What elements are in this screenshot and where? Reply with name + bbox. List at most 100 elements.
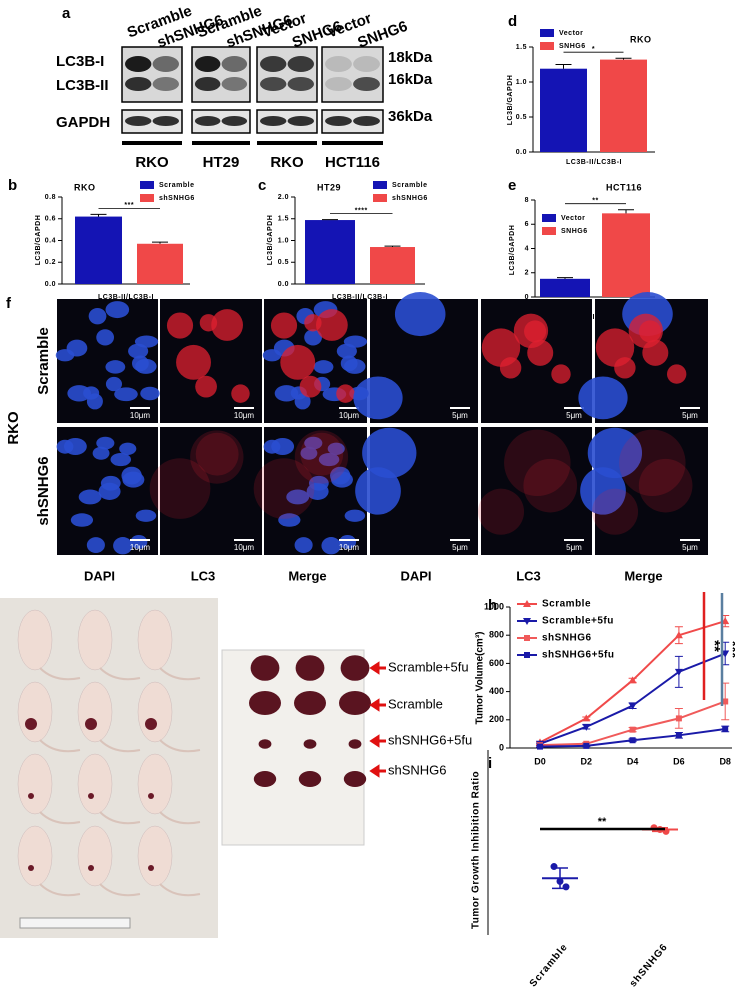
bar	[370, 247, 415, 284]
legend-swatch	[373, 194, 387, 202]
cell-line-label: RKO	[5, 411, 22, 445]
excised-tumor	[340, 655, 370, 681]
lc3-signal	[638, 458, 693, 513]
micrograph	[481, 427, 592, 555]
legend-label: shSNHG6	[159, 195, 195, 202]
x-tick-label: D2	[581, 756, 593, 766]
panel-letter: h	[488, 597, 497, 614]
nucleus	[353, 376, 403, 420]
lc3-signal	[504, 429, 571, 497]
marker	[583, 742, 590, 749]
blot-box	[321, 46, 384, 103]
excised-tumor	[258, 739, 272, 749]
lc3-signal	[190, 430, 244, 484]
lc3-signal	[195, 432, 239, 476]
mouse	[17, 825, 53, 887]
band	[152, 77, 179, 91]
cell-line-label: HCT116	[325, 154, 380, 171]
band	[221, 56, 248, 72]
bar	[137, 243, 183, 284]
blot-box	[191, 109, 251, 134]
legend-marker	[523, 600, 531, 607]
y-tick-label: 0	[525, 294, 529, 301]
cell-line-label: RKO	[135, 154, 169, 171]
scale-bar-label: 10μm	[339, 411, 360, 420]
chart-title: RKO	[630, 34, 652, 44]
legend-label: Scramble	[392, 182, 428, 189]
band	[194, 116, 221, 126]
scale-bar-label: 10μm	[339, 543, 360, 552]
error-bar	[384, 245, 401, 248]
row-label: LC3B-I	[56, 53, 104, 70]
excised-tumor	[294, 691, 326, 715]
column-label: DAPI	[84, 568, 115, 583]
nucleus	[66, 339, 88, 357]
tumor	[88, 865, 94, 871]
error-bar	[618, 209, 634, 214]
band	[287, 56, 314, 72]
marker	[629, 726, 636, 733]
x-category-label: LC3B-II/LC3B-I	[567, 314, 623, 321]
lc3-signal	[638, 320, 662, 343]
nucleus	[580, 467, 626, 515]
y-axis-label: LC3B/GAPDH	[509, 225, 516, 276]
mouse	[17, 609, 53, 671]
mouse	[77, 825, 113, 887]
scale-bar-label: 10μm	[234, 411, 255, 420]
lc3-signal	[280, 344, 316, 380]
arrow	[369, 661, 386, 675]
x-tick-label: D4	[627, 756, 639, 766]
band	[260, 56, 287, 72]
panel-letter: f	[6, 295, 12, 312]
nucleus	[96, 436, 115, 450]
y-tick-label: 2.0	[278, 194, 289, 201]
blot-box	[121, 109, 183, 134]
column-label: LC3	[516, 568, 541, 583]
scale-bar-label: 10μm	[234, 543, 255, 552]
lc3-signal	[176, 344, 211, 380]
lc3-signal	[149, 458, 211, 519]
scale-bar-label: 5μm	[682, 543, 698, 552]
tumor	[28, 793, 34, 799]
legend-label: shSNHG6	[392, 195, 428, 202]
marker	[722, 698, 729, 705]
nucleus	[121, 466, 142, 485]
chart-title: HCT116	[606, 182, 642, 192]
y-tick-label: 6	[525, 221, 529, 228]
x-tick-label: D0	[534, 756, 546, 766]
bar	[540, 278, 590, 297]
nucleus	[119, 442, 137, 456]
lc3-signal	[253, 458, 315, 519]
significance: **	[598, 816, 607, 828]
legend-label: SNHG6	[559, 43, 586, 50]
nucleus	[344, 358, 366, 374]
y-tick-label: 800	[489, 630, 504, 640]
nucleus	[318, 452, 340, 467]
lane-bar	[122, 141, 182, 145]
panel-letter: a	[62, 5, 71, 22]
row-label: GAPDH	[56, 114, 110, 131]
marker	[675, 715, 682, 722]
band	[125, 56, 152, 72]
nucleus	[587, 427, 643, 479]
tumor	[85, 718, 97, 730]
significance: ****	[355, 207, 368, 214]
significance: *	[592, 46, 595, 53]
tumor-label: shSNHG6+5fu	[388, 732, 472, 747]
excised-tumor	[298, 771, 322, 787]
blot-box	[321, 109, 384, 134]
nucleus	[100, 475, 121, 491]
nucleus	[344, 509, 366, 522]
legend-label: shSNHG6	[542, 633, 592, 644]
panel-letter: b	[8, 177, 17, 194]
excised-tumor	[303, 739, 317, 749]
significance: **	[706, 640, 723, 652]
lc3-signal	[477, 488, 525, 535]
lc3-signal	[195, 375, 217, 398]
y-tick-label: 0.0	[45, 281, 56, 288]
row-label: Scramble	[35, 327, 52, 395]
lc3-signal	[315, 309, 348, 341]
legend-label: Vector	[561, 215, 585, 222]
band	[325, 56, 352, 72]
significance: ***	[124, 202, 134, 209]
